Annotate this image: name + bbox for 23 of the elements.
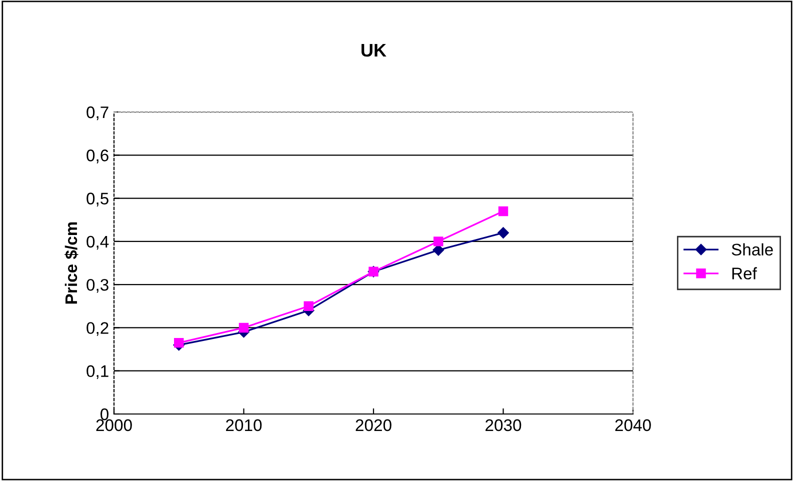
point [498, 227, 509, 238]
point [498, 206, 508, 216]
y-tick-label: 0,6 [86, 150, 108, 164]
point [434, 236, 444, 246]
chart-title: UK [362, 44, 386, 57]
y-tick-label: 0,4 [86, 236, 109, 250]
point [174, 338, 184, 348]
point [304, 301, 314, 312]
y-tick-label: 0,2 [86, 322, 108, 336]
y-axis-title: Price $/cm [64, 222, 78, 304]
x-tick-label: 2000 [96, 419, 132, 432]
legend-label: Shale [732, 243, 773, 256]
point [238, 322, 249, 333]
y-tick-label: 0,5 [86, 192, 108, 206]
x-tick-label: 2020 [356, 419, 392, 432]
y-tick-label: 0,7 [86, 106, 108, 120]
legend-label: Ref [732, 267, 757, 280]
x-tick-label: 2010 [226, 419, 262, 432]
y-tick-label: 0,1 [86, 365, 108, 380]
x-tick-label: 2030 [486, 419, 522, 432]
x-tick-label: 2040 [615, 419, 651, 432]
y-tick-label: 0 [100, 408, 108, 420]
y-tick-label: 0,3 [86, 278, 108, 293]
